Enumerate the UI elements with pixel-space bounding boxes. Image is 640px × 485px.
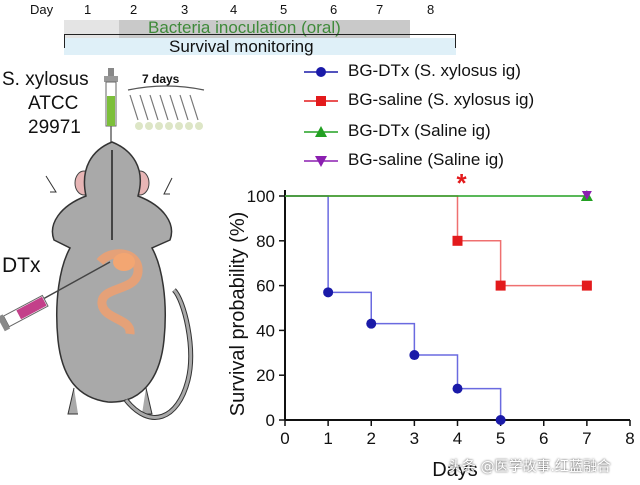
x-tick-label: 1 [323,429,332,448]
data-point [495,415,506,425]
data-point [452,383,463,394]
monitoring-bracket [64,34,456,48]
x-tick-label: 4 [453,429,462,448]
day-tick-label: 5 [280,2,288,17]
data-point [323,287,334,298]
data-point [366,318,377,329]
day-tick-label: 3 [181,2,189,17]
strain-number: 29971 [28,117,81,138]
series-line [285,195,502,420]
duration-label: 7 days [142,72,180,86]
pre-inoculation-bar [64,20,119,38]
day-tick-label: 8 [427,2,435,17]
mouse-icon [45,141,194,420]
strain-collection: ATCC [28,93,79,114]
legend-label: BG-DTx (Saline ig) [348,121,491,140]
daily-doses-icon [127,85,205,130]
series-line [285,195,587,287]
legend-label: BG-DTx (S. xylosus ig) [348,61,521,80]
timeline: Day 1 2 3 4 5 6 7 8 Bacteria inoculation… [0,0,640,60]
x-tick-label: 3 [410,429,419,448]
circle-marker-icon [316,67,326,77]
legend-marker-bg-dtx-xylosus [304,67,338,167]
x-tick-label: 6 [539,429,548,448]
dtx-syringe-icon [0,261,111,332]
data-point [581,191,592,200]
square-marker-icon [316,96,326,106]
significance-annotation: * [456,168,467,198]
data-point [581,280,592,291]
data-point [452,235,463,246]
strain-label: S. xylosus ATCC 29971 [2,68,89,140]
day-label: Day [30,2,54,17]
data-point [409,350,420,361]
mouse-schematic [0,68,205,420]
triangle-up-marker-icon [315,126,327,137]
y-tick-label: 60 [256,277,275,296]
day-tick-label: 7 [376,2,384,17]
x-tick-label: 0 [280,429,289,448]
monitoring-label: Survival monitoring [169,37,314,56]
x-tick-label: 2 [367,429,376,448]
y-tick-label: 0 [266,411,275,430]
day-tick-label: 6 [330,2,338,17]
inoculation-label: Bacteria inoculation (oral) [148,18,341,37]
y-tick-label: 20 [256,366,275,385]
y-tick-label: 100 [247,187,275,206]
injection-label: DTx [2,254,41,277]
watermark: 头条 @医学故事.红蓝融合 [448,459,611,475]
legend: BG-DTx (S. xylosus ig) BG-saline (S. xyl… [300,60,630,180]
legend-label: BG-saline (S. xylosus ig) [348,90,535,109]
x-axis-label: Days [432,459,478,481]
inoculation-bar [119,20,410,38]
day-tick-label: 2 [130,2,138,17]
day-tick-label: 1 [84,2,92,17]
x-tick-label: 7 [582,429,591,448]
monitoring-bar [64,38,456,55]
triangle-down-marker-icon [315,156,327,167]
y-axis-label: Survival probability (%) [227,212,249,417]
y-tick-label: 40 [256,321,275,340]
day-tick-label: 4 [230,2,238,17]
legend-label: BG-saline (Saline ig) [348,150,504,169]
y-tick-label: 80 [256,232,275,251]
data-point [495,280,506,291]
strain-name: S. xylosus [2,69,89,90]
x-tick-label: 5 [496,429,505,448]
oral-syringe-icon [104,68,118,146]
x-tick-label: 8 [625,429,634,448]
